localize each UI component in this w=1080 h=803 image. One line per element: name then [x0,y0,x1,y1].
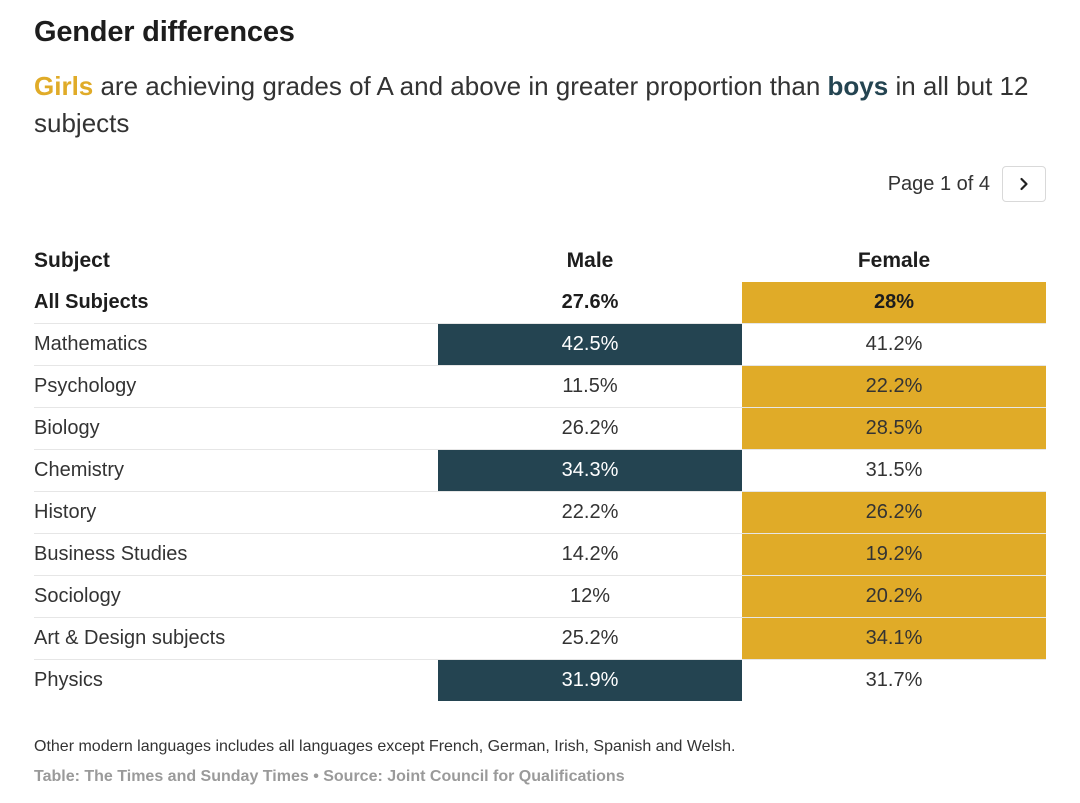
cell-subject: All Subjects [34,282,438,324]
cell-male: 34.3% [438,449,742,492]
subtitle-boys: boys [827,71,889,101]
table-row: Chemistry 34.3% 31.5% [34,449,1046,492]
cell-subject: Biology [34,407,438,450]
source-credit: Table: The Times and Sunday Times • Sour… [34,768,625,785]
cell-male: 26.2% [438,407,742,450]
footnote: Other modern languages includes all lang… [34,738,736,755]
page-indicator: Page 1 of 4 [887,172,990,195]
cell-male: 12% [438,575,742,618]
table-row: Mathematics 42.5% 41.2% [34,323,1046,366]
cell-male: 14.2% [438,533,742,576]
cell-female: 31.7% [865,669,923,691]
table-body: All Subjects 27.6% 28% Mathematics 42.5% 41.2… [34,282,1046,701]
table-row: Psychology 11.5% 22.2% [34,365,1046,408]
cell-subject: Psychology [34,365,438,408]
cell-male: 22.2% [438,491,742,534]
cell-female: 34.1% [742,617,1046,660]
cell-subject: History [34,491,438,534]
cell-female: 20.2% [742,575,1046,618]
cell-male: 42.5% [438,323,742,366]
column-header-male[interactable]: Male [566,249,614,272]
table-row-total: All Subjects 27.6% 28% [34,282,1046,324]
chart-title: Gender differences [34,16,295,48]
data-table: Subject Male Female All Subjects 27.6% 28%… [34,240,1046,701]
table-header-row: Subject Male Female [34,240,1046,282]
subtitle-middle: are achieving grades of A and above in g… [93,71,828,101]
chevron-right-icon [1020,177,1028,191]
cell-female: 19.2% [742,533,1046,576]
cell-female: 28.5% [742,407,1046,450]
cell-subject: Physics [34,669,103,691]
subtitle-end: in all but 12 subjects [34,71,1029,138]
table-row: Physics 31.9% 31.7% [34,659,1046,701]
cell-female: 22.2% [742,365,1046,408]
chart-subtitle: Girls are achieving grades of A and abov… [34,68,1044,142]
column-header-subject[interactable]: Subject [34,249,110,272]
cell-subject: Business Studies [34,533,438,576]
subtitle-girls: Girls [34,71,94,101]
table-row: Business Studies 14.2% 19.2% [34,533,1046,576]
next-page-button[interactable] [1002,166,1046,202]
cell-subject: Chemistry [34,449,438,492]
table-row: Sociology 12% 20.2% [34,575,1046,618]
pagination: Page 1 of 4 [888,166,1046,202]
table-row: Biology 26.2% 28.5% [34,407,1046,450]
cell-subject: Mathematics [34,323,438,366]
table-row: History 22.2% 26.2% [34,491,1046,534]
column-header-female[interactable]: Female [857,249,931,272]
cell-subject: Sociology [34,575,438,618]
cell-female: 41.2% [742,323,1046,366]
cell-male: 27.6% [438,282,742,324]
cell-female: 31.5% [742,449,1046,492]
cell-subject: Art & Design subjects [34,617,438,660]
cell-female: 28% [742,282,1046,324]
table-row: Art & Design subjects 25.2% 34.1% [34,617,1046,660]
cell-male: 11.5% [438,365,742,408]
cell-female: 26.2% [742,491,1046,534]
cell-male: 31.9% [438,659,742,701]
cell-male: 25.2% [438,617,742,660]
